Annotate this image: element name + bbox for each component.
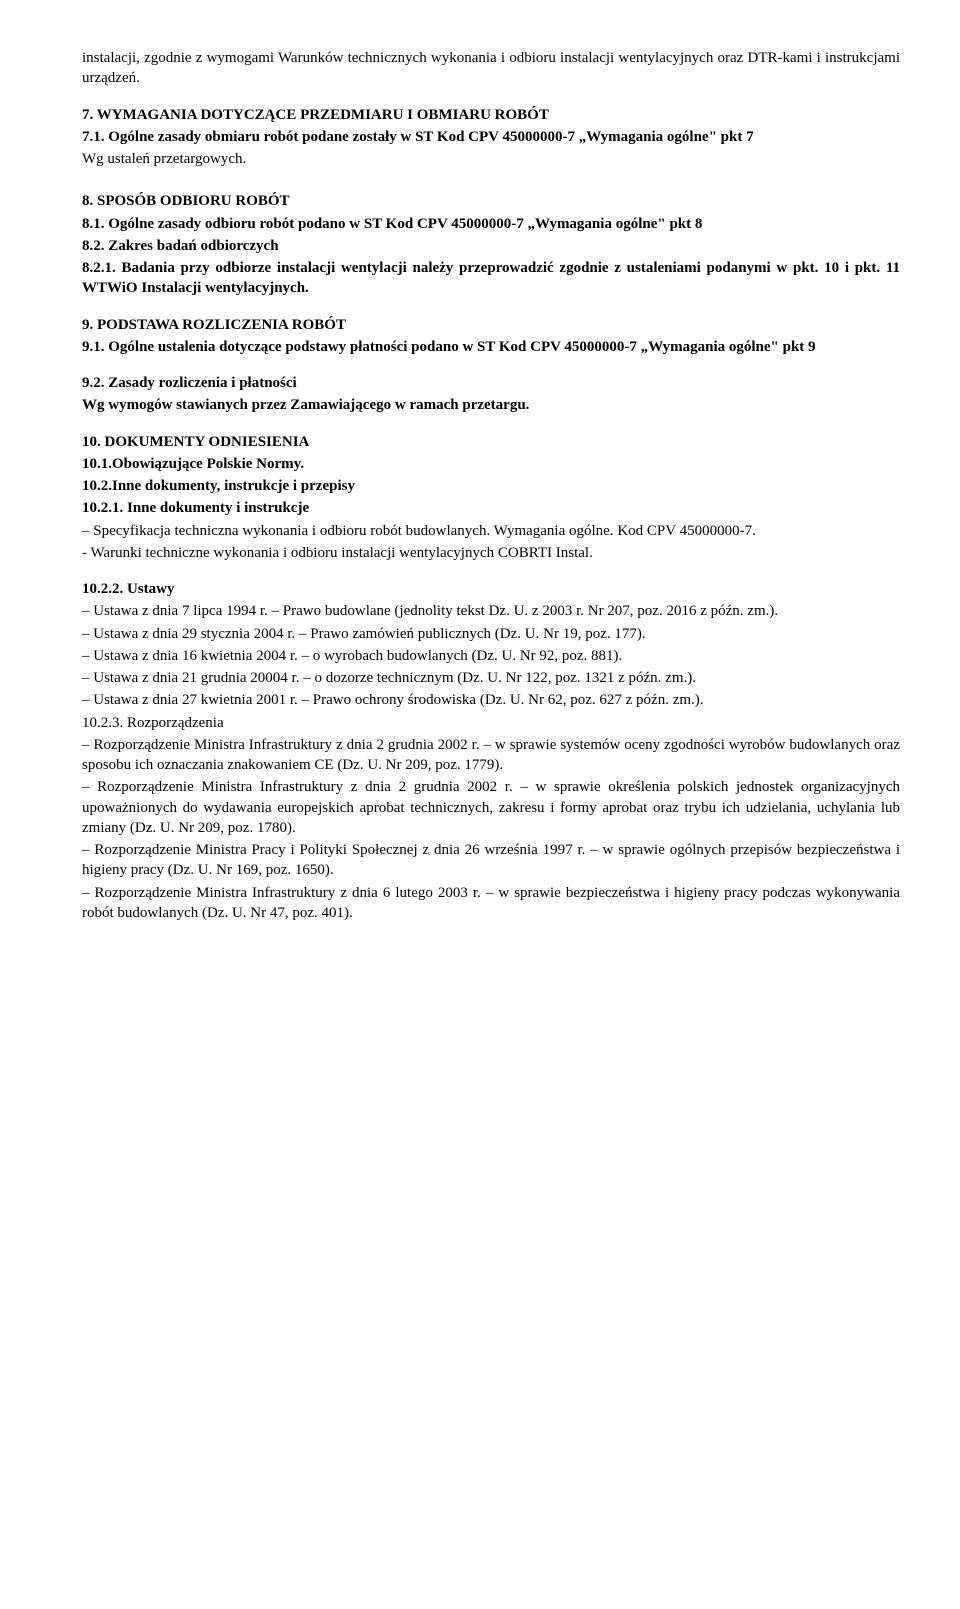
section-10-2-1-item-a: – Specyfikacja techniczna wykonania i od…	[82, 521, 900, 541]
section-8-title: 8. SPOSÓB ODBIORU ROBÓT	[82, 191, 900, 211]
ustawa-2: – Ustawa z dnia 29 stycznia 2004 r. – Pr…	[82, 624, 900, 644]
section-10-title: 10. DOKUMENTY ODNIESIENIA	[82, 432, 900, 452]
section-10-1: 10.1.Obowiązujące Polskie Normy.	[82, 454, 900, 474]
ustawa-3: – Ustawa z dnia 16 kwietnia 2004 r. – o …	[82, 646, 900, 666]
section-10-2-1-item-b: - Warunki techniczne wykonania i odbioru…	[82, 543, 900, 563]
section-8-2-title: 8.2. Zakres badań odbiorczych	[82, 236, 900, 256]
ustawa-1: – Ustawa z dnia 7 lipca 1994 r. – Prawo …	[82, 601, 900, 621]
section-8-1-title: 8.1. Ogólne zasady odbioru robót podano …	[82, 214, 900, 234]
section-7-title: 7. WYMAGANIA DOTYCZĄCE PRZEDMIARU I OBMI…	[82, 105, 900, 125]
rozporzadzenie-4: – Rozporządzenie Ministra Infrastruktury…	[82, 883, 900, 924]
section-9-2-body: Wg wymogów stawianych przez Zamawiająceg…	[82, 395, 900, 415]
section-10-2-1-title: 10.2.1. Inne dokumenty i instrukcje	[82, 498, 900, 518]
rozporzadzenie-3: – Rozporządzenie Ministra Pracy i Polity…	[82, 840, 900, 881]
section-10-2-2-title: 10.2.2. Ustawy	[82, 579, 900, 599]
ustawa-4: – Ustawa z dnia 21 grudnia 20004 r. – o …	[82, 668, 900, 688]
section-7-1-body: Wg ustaleń przetargowych.	[82, 149, 900, 169]
intro-paragraph: instalacji, zgodnie z wymogami Warunków …	[82, 48, 900, 89]
rozporzadzenie-1: – Rozporządzenie Ministra Infrastruktury…	[82, 735, 900, 776]
section-10-2: 10.2.Inne dokumenty, instrukcje i przepi…	[82, 476, 900, 496]
section-9-2-title: 9.2. Zasady rozliczenia i płatności	[82, 373, 900, 393]
section-7-1-title: 7.1. Ogólne zasady obmiaru robót podane …	[82, 127, 900, 147]
ustawa-5: – Ustawa z dnia 27 kwietnia 2001 r. – Pr…	[82, 690, 900, 710]
rozporzadzenie-2: – Rozporządzenie Ministra Infrastruktury…	[82, 777, 900, 838]
section-8-2-1: 8.2.1. Badania przy odbiorze instalacji …	[82, 258, 900, 299]
section-9-title: 9. PODSTAWA ROZLICZENIA ROBÓT	[82, 315, 900, 335]
section-10-2-3-title: 10.2.3. Rozporządzenia	[82, 713, 900, 733]
section-9-1: 9.1. Ogólne ustalenia dotyczące podstawy…	[82, 337, 900, 357]
